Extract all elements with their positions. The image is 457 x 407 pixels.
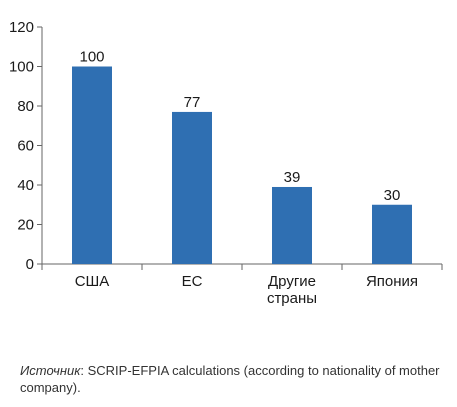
y-tick-label: 80: [17, 98, 34, 115]
y-tick-label: 20: [17, 217, 34, 234]
y-tick-label: 100: [9, 59, 34, 76]
y-tick-label: 60: [17, 138, 34, 155]
bar: [172, 111, 212, 264]
bar: [372, 204, 412, 264]
bar: [72, 66, 112, 264]
source-text: : SCRIP-EFPIA calculations (according to…: [20, 363, 440, 395]
source-label: Источник: [20, 363, 81, 378]
category-label: ЕС: [182, 273, 203, 290]
category-label: страны: [267, 290, 317, 307]
data-label: 77: [184, 94, 201, 111]
category-label: США: [75, 273, 110, 290]
category-label: Япония: [366, 273, 418, 290]
y-tick-label: 120: [9, 19, 34, 36]
y-tick-label: 40: [17, 177, 34, 194]
data-label: 100: [79, 49, 104, 66]
y-axis: 0 20 40 60 80 100 120: [9, 19, 43, 273]
y-tick-label: 0: [26, 256, 34, 273]
bar: [272, 186, 312, 264]
bars: [72, 66, 412, 264]
source-note: Источник: SCRIP-EFPIA calculations (acco…: [20, 362, 440, 396]
data-label: 39: [284, 169, 301, 186]
category-label: Другие: [268, 273, 316, 290]
data-labels: 100 77 39 30: [79, 49, 400, 204]
data-label: 30: [384, 187, 401, 204]
bar-chart: 0 20 40 60 80 100 120 100 77 39 30 США ЕС Другиестр…: [9, 19, 443, 307]
x-axis: [41, 263, 443, 270]
